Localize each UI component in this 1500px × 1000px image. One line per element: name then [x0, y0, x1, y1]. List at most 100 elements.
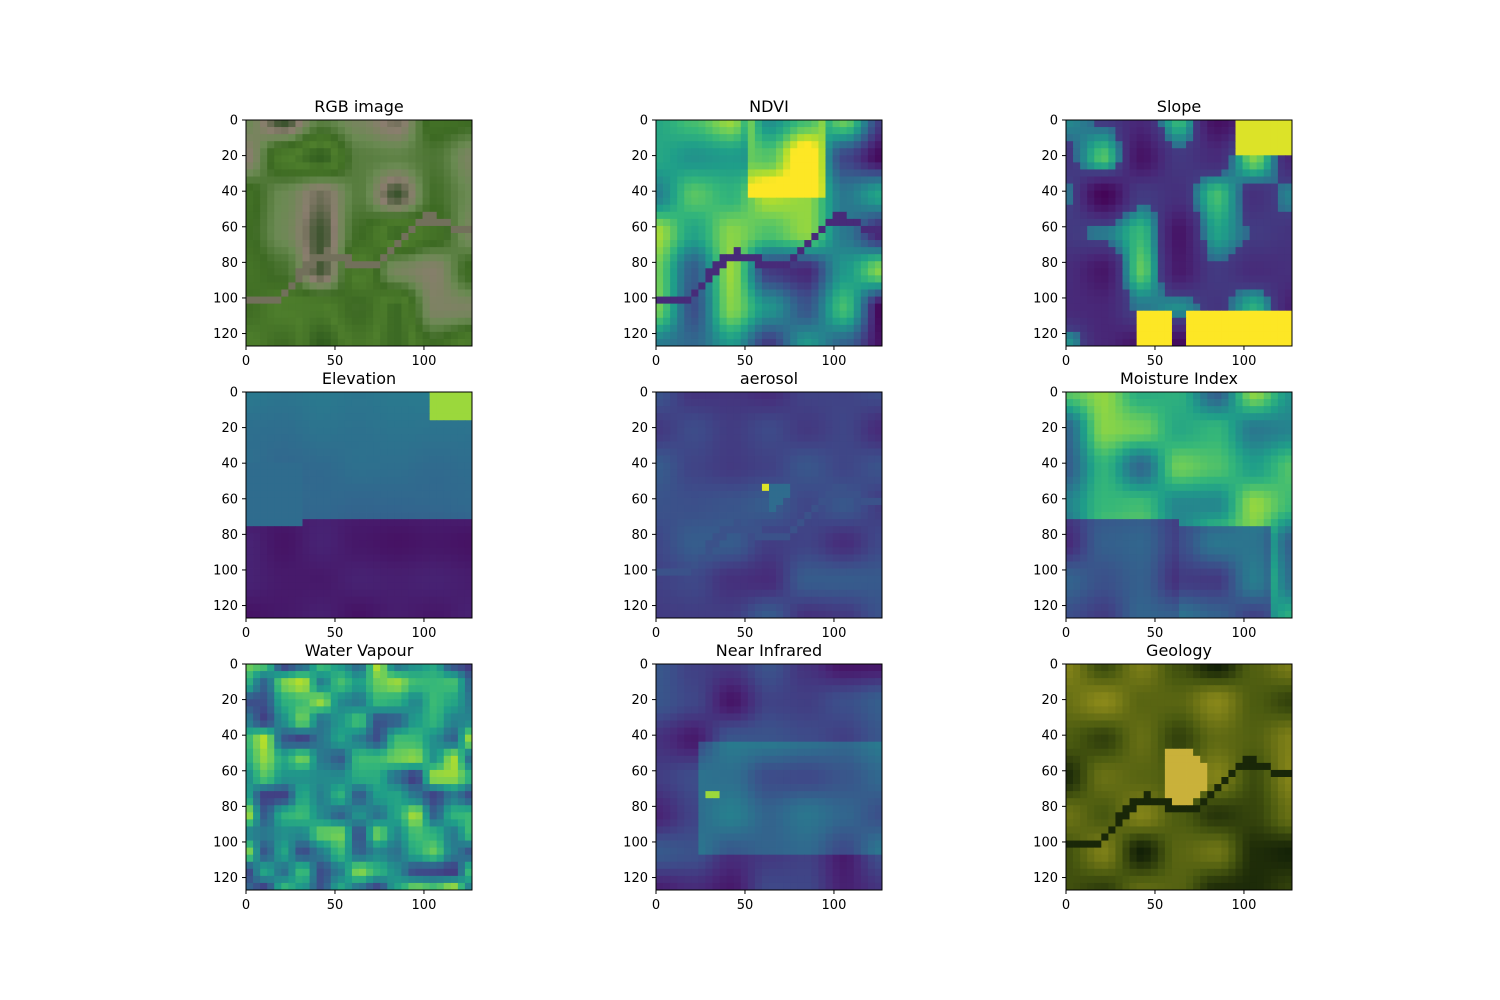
pixel-cell: [754, 190, 763, 199]
pixel-cell: [677, 247, 685, 255]
pixel-cell: [387, 603, 395, 612]
pixel-cell: [797, 413, 805, 421]
pixel-cell: [747, 540, 756, 548]
pixel-cell: [1221, 183, 1229, 192]
pixel-cell: [825, 490, 833, 499]
pixel-cell: [783, 289, 791, 297]
pixel-cell: [422, 561, 431, 569]
pixel-cell: [663, 547, 671, 555]
pixel-cell: [1193, 310, 1201, 319]
pixel-cell: [1108, 254, 1116, 262]
pixel-cell: [1193, 204, 1201, 213]
pixel-cell: [281, 162, 289, 170]
pixel-cell: [1214, 162, 1222, 170]
pixel-cell: [846, 176, 855, 184]
pixel-cell: [309, 596, 318, 605]
pixel-cell: [797, 526, 805, 534]
pixel-cell: [457, 561, 466, 569]
pixel-cell: [726, 392, 735, 400]
pixel-cell: [415, 183, 423, 192]
pixel-cell: [373, 289, 381, 297]
pixel-cell: [366, 127, 374, 135]
pixel-cell: [309, 324, 318, 333]
pixel-cell: [380, 169, 388, 177]
pixel-cell: [754, 176, 763, 184]
pixel-cell: [380, 225, 388, 234]
pixel-cell: [1066, 296, 1074, 305]
pixel-cell: [387, 254, 395, 262]
pixel-cell: [450, 289, 459, 297]
pixel-cell: [253, 233, 261, 241]
pixel-cell: [267, 413, 275, 421]
pixel-cell: [1108, 190, 1116, 199]
pixel-cell: [351, 526, 360, 534]
pixel-cell: [790, 399, 798, 407]
pixel-cell: [1256, 310, 1265, 319]
pixel-cell: [1193, 218, 1201, 227]
pixel-cell: [853, 169, 862, 177]
pixel-cell: [1263, 289, 1272, 297]
pixel-cell: [387, 197, 395, 206]
pixel-cell: [832, 134, 841, 142]
pixel-cell: [288, 317, 296, 326]
pixel-cell: [422, 275, 431, 283]
pixel-cell: [825, 197, 833, 206]
pixel-cell: [337, 134, 346, 142]
pixel-cell: [274, 169, 282, 177]
x-tick-label: 50: [1147, 354, 1164, 369]
pixel-cell: [1164, 176, 1173, 184]
pixel-cell: [1242, 141, 1251, 149]
pixel-cell: [1094, 324, 1102, 333]
pixel-cell: [359, 225, 367, 234]
pixel-cell: [401, 603, 409, 612]
pixel-cell: [309, 455, 318, 464]
pixel-cell: [450, 554, 459, 562]
pixel-cell: [691, 462, 699, 471]
pixel-cell: [1214, 155, 1222, 163]
pixel-cell: [1228, 183, 1236, 192]
pixel-cell: [719, 275, 728, 283]
pixel-cell: [705, 505, 713, 513]
pixel-cell: [401, 303, 409, 312]
pixel-cell: [825, 275, 833, 283]
pixel-cell: [394, 476, 402, 485]
pixel-cell: [1235, 134, 1243, 142]
pixel-cell: [366, 331, 374, 340]
pixel-cell: [337, 603, 346, 612]
pixel-cell: [344, 289, 353, 297]
pixel-cell: [769, 155, 777, 163]
pixel-cell: [670, 441, 678, 449]
pixel-cell: [373, 490, 381, 499]
pixel-cell: [698, 406, 706, 414]
pixel-cell: [443, 141, 452, 149]
pixel-cell: [422, 247, 431, 255]
pixel-cell: [401, 261, 409, 269]
pixel-cell: [804, 462, 812, 471]
pixel-cell: [1122, 331, 1130, 340]
pixel-cell: [373, 455, 381, 464]
y-tick-label: 0: [640, 114, 648, 129]
pixel-cell: [1108, 120, 1116, 128]
pixel-cell: [429, 331, 438, 340]
pixel-cell: [1164, 120, 1173, 128]
pixel-cell: [1157, 268, 1166, 276]
pixel-cell: [344, 261, 353, 269]
pixel-cell: [783, 526, 791, 534]
pixel-cell: [260, 127, 268, 135]
pixel-cell: [373, 317, 381, 326]
pixel-cell: [1270, 225, 1279, 234]
pixel-cell: [705, 176, 713, 184]
pixel-cell: [783, 134, 791, 142]
pixel-cell: [253, 303, 261, 312]
pixel-cell: [874, 254, 883, 262]
pixel-cell: [415, 261, 423, 269]
pixel-cell: [1242, 240, 1251, 248]
pixel-cell: [309, 289, 318, 297]
pixel-cell: [698, 218, 706, 227]
pixel-cell: [1080, 211, 1088, 220]
pixel-cell: [832, 469, 841, 478]
pixel-cell: [832, 331, 841, 340]
pixel-cell: [429, 490, 438, 499]
pixel-cell: [1193, 190, 1201, 199]
pixel-cell: [373, 190, 381, 199]
